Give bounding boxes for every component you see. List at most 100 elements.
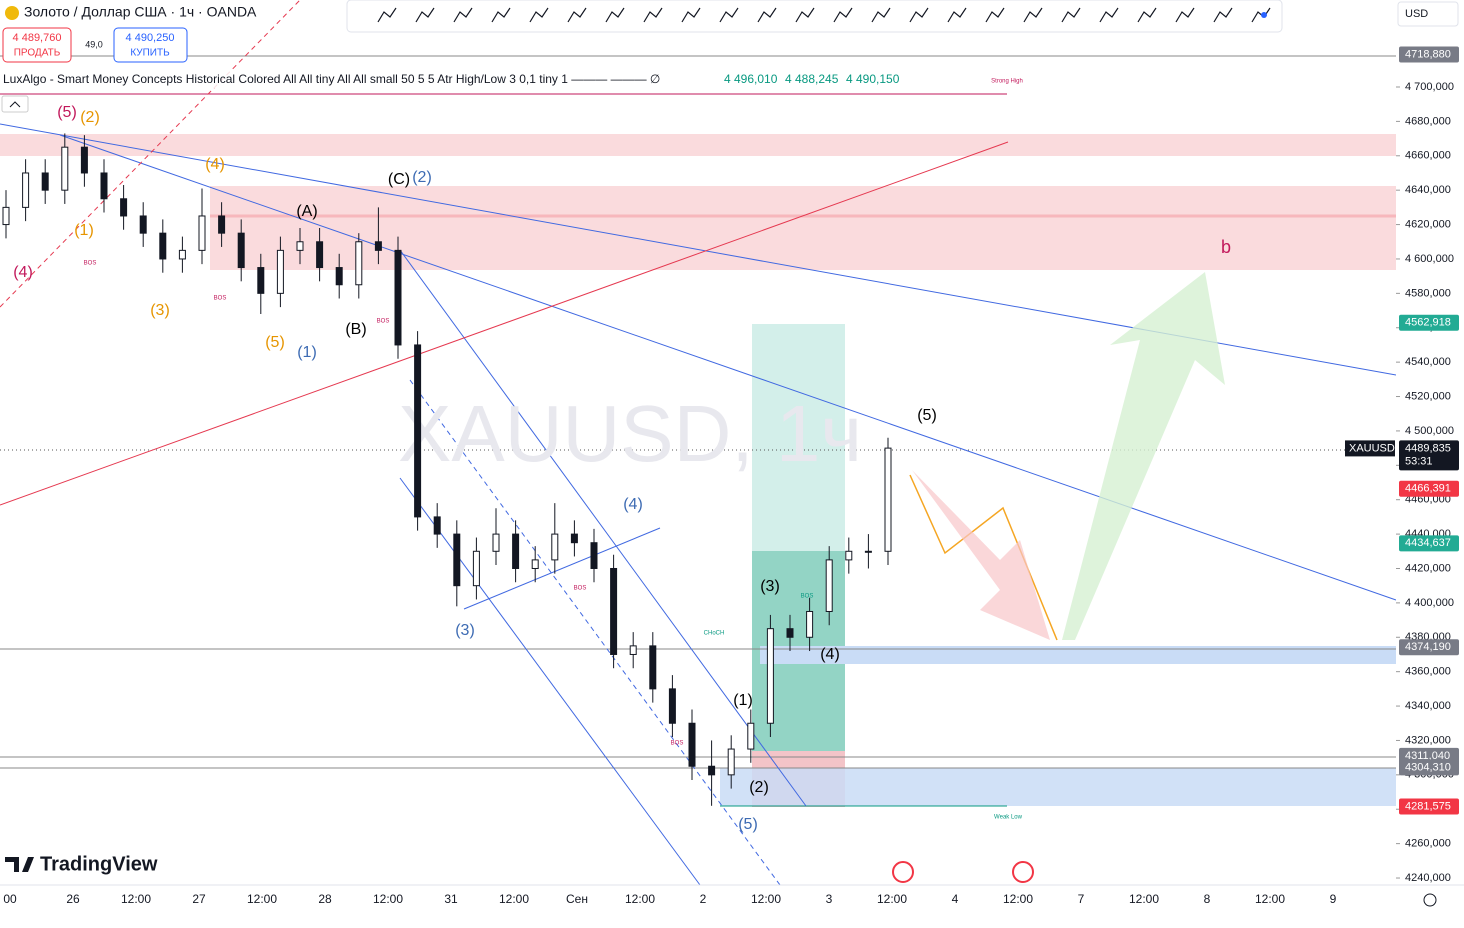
tool-icon[interactable] — [529, 7, 549, 23]
logo: TradingView — [40, 853, 158, 875]
time-label: 12:00 — [877, 892, 907, 906]
wave-label: (1) — [733, 692, 753, 709]
tool-icon[interactable] — [1175, 7, 1195, 23]
tool-icon[interactable] — [757, 7, 777, 23]
tool-icon[interactable] — [1137, 7, 1157, 23]
candle-body — [688, 722, 696, 767]
bos-label: BOS — [214, 296, 227, 302]
tool-icon[interactable] — [1213, 7, 1233, 23]
tool-icon[interactable] — [1099, 7, 1119, 23]
candle-body — [178, 249, 186, 260]
tool-icon[interactable] — [377, 7, 397, 23]
price-badge — [1399, 480, 1459, 497]
candle-body — [786, 628, 794, 638]
candle-body — [257, 267, 265, 294]
wave-label: (1) — [74, 222, 94, 239]
choch-label: CHoCH — [704, 631, 725, 637]
time-label: 7 — [1078, 892, 1085, 906]
tool-icon[interactable] — [909, 7, 929, 23]
price-badge-label: 4466,391 — [1405, 483, 1451, 495]
tool-icon[interactable] — [719, 7, 739, 23]
price-badge-label: 4562,918 — [1405, 317, 1451, 329]
tool-icon[interactable] — [871, 7, 891, 23]
event-icon[interactable] — [1012, 861, 1034, 883]
tool-icon[interactable] — [947, 7, 967, 23]
bos-label: BOS — [574, 586, 587, 592]
tool-icon[interactable] — [1023, 7, 1043, 23]
time-label: 12:00 — [247, 892, 277, 906]
indicator-value: 4 488,245 — [785, 72, 839, 86]
price-label: 4240,000 — [1405, 872, 1451, 884]
settings-icon[interactable] — [1423, 893, 1437, 907]
wave-label: (4) — [820, 646, 840, 663]
candle-body — [472, 550, 480, 587]
price-label: 4 500,000 — [1405, 425, 1454, 437]
tool-icon[interactable] — [985, 7, 1005, 23]
price-label: 4660,000 — [1405, 150, 1451, 162]
sell-label: ПРОДАТЬ — [14, 48, 61, 59]
candle-body — [316, 241, 324, 269]
candle-body — [727, 748, 735, 776]
arrow-down — [912, 470, 1050, 640]
time-label: 26 — [66, 892, 80, 906]
wave-label: b — [1221, 237, 1231, 257]
trend-line — [0, 141, 1009, 506]
candle-body — [531, 559, 539, 569]
buy-button[interactable] — [113, 27, 188, 63]
time-label: 00 — [3, 892, 17, 906]
collapse-icon — [9, 101, 21, 108]
price-label: 4 600,000 — [1405, 253, 1454, 265]
candle-body — [453, 533, 461, 587]
watermark: XAUUSD, 1ч — [398, 389, 862, 478]
wave-label: (2) — [749, 779, 769, 796]
candle-body — [159, 232, 167, 260]
wave-label: (2) — [80, 109, 100, 126]
tool-icon[interactable] — [605, 7, 625, 23]
demand-zone — [760, 646, 1396, 664]
price-label: 4540,000 — [1405, 356, 1451, 368]
wave-label: (B) — [345, 321, 366, 338]
tool-icon[interactable] — [795, 7, 815, 23]
candle-body — [355, 241, 363, 286]
price-badge — [1399, 535, 1459, 552]
indicator-bg — [0, 71, 920, 88]
candle-body — [80, 146, 88, 174]
time-label: 8 — [1204, 892, 1211, 906]
tool-icon[interactable] — [491, 7, 511, 23]
sell-button[interactable] — [2, 27, 72, 63]
tool-icon[interactable] — [415, 7, 435, 23]
candle-body — [2, 206, 10, 226]
price-label: 4360,000 — [1405, 666, 1451, 678]
tool-icon[interactable] — [833, 7, 853, 23]
bos-label: BOS — [84, 261, 97, 267]
trend-line — [399, 249, 807, 807]
candle-body — [551, 533, 559, 561]
price-badge-label: 4434,637 — [1405, 537, 1451, 549]
price-label: 4520,000 — [1405, 390, 1451, 402]
countdown: 53:31 — [1405, 455, 1433, 467]
price-label: 4 400,000 — [1405, 597, 1454, 609]
time-label: 9 — [1330, 892, 1337, 906]
wave-label: (4) — [13, 264, 33, 281]
price-badge — [1399, 639, 1459, 656]
tool-icon[interactable] — [1251, 7, 1271, 23]
tool-icon[interactable] — [681, 7, 701, 23]
currency-select[interactable] — [1397, 1, 1459, 27]
symbol-title[interactable]: Золото / Доллар США · 1ч · OANDA — [24, 4, 257, 20]
collapse-button[interactable] — [1, 95, 29, 113]
tool-icon[interactable] — [453, 7, 473, 23]
event-icon[interactable] — [892, 861, 914, 883]
tool-icon[interactable] — [643, 7, 663, 23]
time-label: 12:00 — [1129, 892, 1159, 906]
wave-label: (3) — [760, 578, 780, 595]
trend-line — [399, 477, 701, 886]
indicator-value: 4 496,010 — [724, 72, 778, 86]
tool-icon[interactable] — [1061, 7, 1081, 23]
tool-icon[interactable] — [567, 7, 587, 23]
symbol-icon — [5, 6, 19, 20]
candle-body — [120, 198, 128, 217]
time-label: 12:00 — [751, 892, 781, 906]
time-label: 4 — [952, 892, 959, 906]
supply-zone — [0, 134, 1396, 156]
